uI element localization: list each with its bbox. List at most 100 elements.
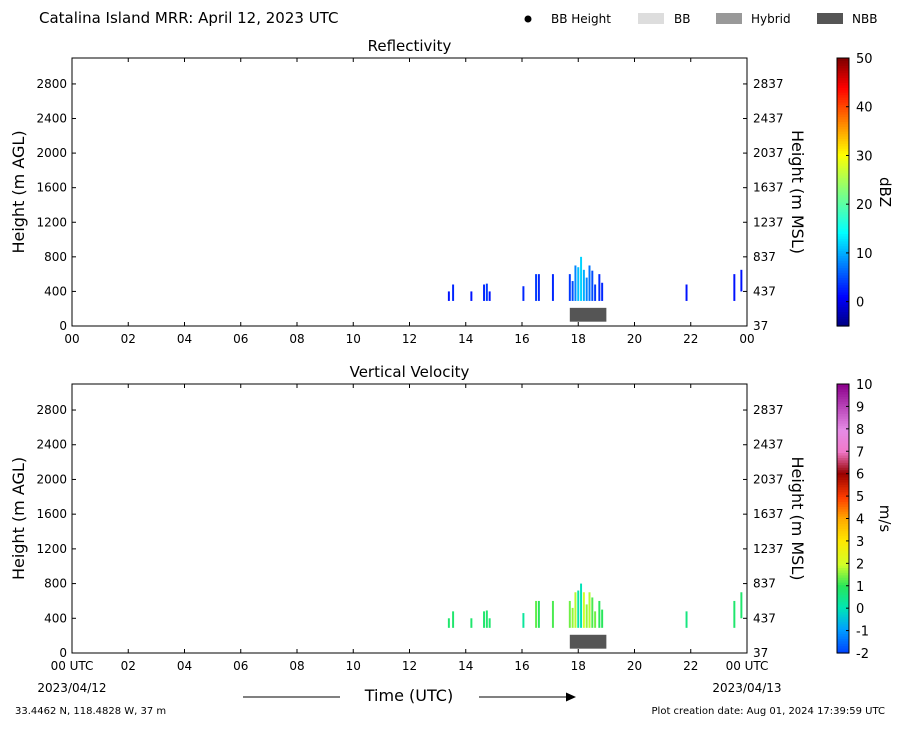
- colorbar-segment: [837, 454, 849, 458]
- colorbar-segment: [837, 262, 849, 266]
- plot-frame: [71, 383, 748, 654]
- colorbar-segment: [837, 89, 849, 93]
- colorbar-segment: [837, 118, 849, 122]
- colorbar-segment: [837, 138, 849, 142]
- colorbar-tick-label: 20: [856, 198, 873, 213]
- colorbar-segment: [837, 204, 849, 208]
- colorbar-segment: [837, 564, 849, 569]
- colorbar-segment: [837, 618, 849, 622]
- colorbar-segment: [837, 584, 849, 588]
- colorbar-segment: [837, 109, 849, 113]
- data-column: [568, 274, 571, 301]
- colorbar-segment: [837, 484, 849, 488]
- colorbar-segment: [837, 274, 849, 278]
- colorbar-segment: [837, 630, 849, 635]
- legend-bb-height-label: BB Height: [551, 12, 611, 26]
- colorbar-segment: [837, 569, 849, 573]
- data-column: [452, 284, 455, 301]
- colorbar-segment: [837, 469, 849, 473]
- colorbar-segment: [837, 535, 849, 539]
- data-column: [594, 284, 597, 301]
- x-tick-label: 14: [458, 332, 473, 346]
- colorbar-segment: [837, 528, 849, 532]
- colorbar-segment: [837, 577, 849, 581]
- colorbar-segment: [837, 496, 849, 500]
- colorbar-segment: [837, 518, 849, 522]
- colorbar-segment: [837, 638, 849, 642]
- colorbar-segment: [837, 308, 849, 312]
- colorbar-segment: [837, 415, 849, 419]
- colorbar-segment: [837, 230, 849, 235]
- colorbar-segment: [837, 272, 849, 276]
- colorbar-segment: [837, 423, 849, 427]
- data-column: [485, 283, 488, 301]
- data-column: [488, 291, 491, 301]
- colorbar-tick-label: 6: [856, 468, 864, 483]
- colorbar-segment: [837, 445, 849, 449]
- legend-nbb-label: NBB: [852, 12, 877, 26]
- colorbar-segment: [837, 62, 849, 66]
- x-tick-label: 06: [233, 659, 248, 673]
- colorbar-tick-label: -2: [856, 647, 869, 662]
- y-right-tick-label: 437: [753, 611, 776, 625]
- colorbar-segment: [837, 437, 849, 441]
- colorbar-segment: [837, 401, 849, 405]
- colorbar-segment: [837, 248, 849, 252]
- colorbar-segment: [837, 604, 849, 608]
- x-tick-label: 18: [571, 332, 586, 346]
- y-tick-label: 800: [44, 577, 67, 591]
- colorbar-segment: [837, 425, 849, 429]
- colorbar-segment: [837, 442, 849, 446]
- colorbar-segment: [837, 192, 849, 196]
- colorbar-segment: [837, 474, 849, 478]
- y-right-tick-label: 837: [753, 577, 776, 591]
- colorbar-segment: [837, 99, 849, 103]
- data-column: [685, 611, 688, 628]
- colorbar-segment: [837, 184, 849, 188]
- colorbar-segment: [837, 413, 849, 417]
- colorbar-segment: [837, 209, 849, 213]
- colorbar-segment: [837, 538, 849, 542]
- y-tick-label: 400: [44, 284, 67, 298]
- colorbar-segment: [837, 252, 849, 256]
- colorbar-segment: [837, 65, 849, 69]
- y-right-tick-label: 1637: [753, 181, 784, 195]
- colorbar-segment: [837, 174, 849, 178]
- data-column: [537, 274, 540, 301]
- data-column: [447, 291, 450, 301]
- colorbar-segment: [837, 542, 849, 546]
- y-tick-label: 2400: [36, 438, 67, 452]
- colorbar-segment: [837, 60, 849, 64]
- y-tick-label: 2800: [36, 77, 67, 91]
- colorbar-segment: [837, 640, 849, 644]
- colorbar-segment: [837, 70, 849, 74]
- y-right-tick-label: 37: [753, 646, 768, 660]
- colorbar-segment: [837, 594, 849, 598]
- x-axis-label: Time (UTC): [364, 686, 453, 705]
- y-right-tick-label: 37: [753, 319, 768, 333]
- x-tick-label: 22: [683, 659, 698, 673]
- data-column: [568, 600, 571, 628]
- colorbar-segment: [837, 277, 849, 281]
- colorbar-segment: [837, 494, 849, 498]
- colorbar-segment: [837, 516, 849, 520]
- colorbar-segment: [837, 547, 849, 551]
- panel-title: Vertical Velocity: [350, 363, 470, 381]
- y-axis-label-right: Height (m MSL): [788, 456, 807, 580]
- time-arrow-head: [566, 692, 576, 702]
- x-tick-label: 00: [739, 332, 754, 346]
- colorbar-segment: [837, 196, 849, 200]
- colorbar-segment: [837, 301, 849, 305]
- colorbar-segment: [837, 586, 849, 591]
- legend-bb-height-marker: [524, 15, 532, 23]
- colorbar-segment: [837, 211, 849, 215]
- colorbar-segment: [837, 82, 849, 86]
- colorbar-segment: [837, 131, 849, 135]
- x-tick-label: 02: [121, 332, 136, 346]
- colorbar-segment: [837, 613, 849, 617]
- colorbar-segment: [837, 599, 849, 603]
- colorbar-segment: [837, 162, 849, 166]
